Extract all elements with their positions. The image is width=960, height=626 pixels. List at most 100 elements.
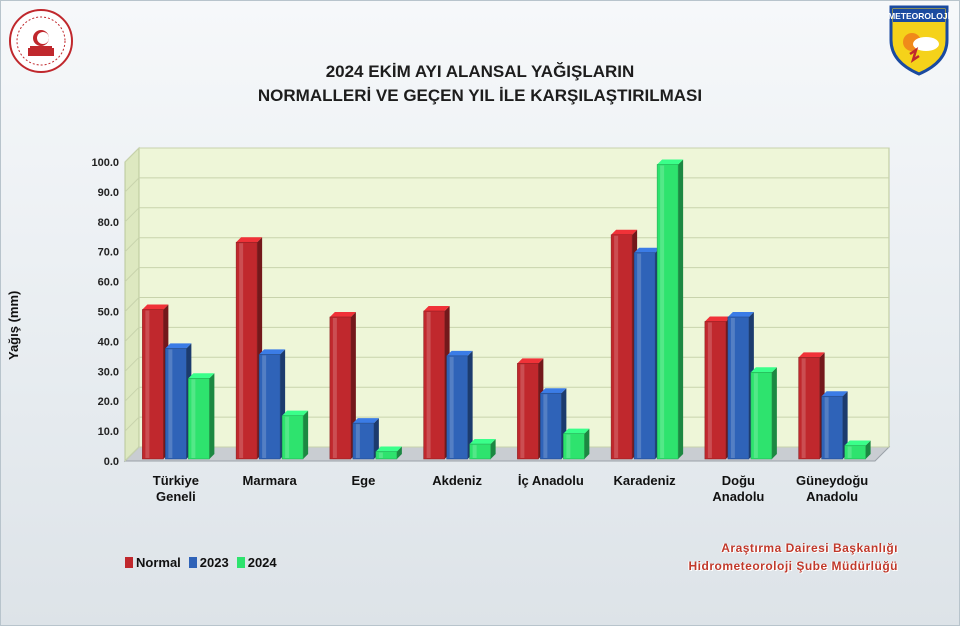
bar — [750, 367, 777, 460]
bar-highlight — [753, 373, 758, 458]
y-tick-label: 50.0 — [98, 307, 119, 319]
bar-front — [352, 422, 375, 460]
bar-top — [563, 428, 590, 434]
bar-top — [727, 311, 754, 317]
bar-side — [467, 350, 473, 459]
bar-front — [517, 363, 539, 460]
x-category-label: Akdeniz — [432, 473, 482, 488]
bar — [352, 418, 379, 460]
bar-front — [704, 321, 727, 460]
bar — [821, 391, 848, 460]
legend-item-2024: 2024 — [236, 555, 277, 570]
bar-side — [771, 367, 777, 459]
legend-swatch-2023 — [188, 557, 197, 568]
legend-label-2024: 2024 — [247, 555, 277, 570]
bar-top — [657, 159, 684, 165]
bar-highlight — [426, 311, 431, 458]
legend-label-2023: 2023 — [199, 555, 229, 570]
y-tick-label: 20.0 — [98, 396, 119, 408]
gridline-side — [124, 386, 140, 402]
bar-highlight — [191, 379, 196, 458]
bar — [610, 229, 638, 460]
bar-front — [844, 445, 866, 460]
bar-front — [165, 348, 187, 460]
bar — [281, 410, 309, 460]
bar — [540, 388, 567, 460]
bar-top — [236, 237, 263, 243]
bar-front — [563, 433, 585, 460]
bar-top — [446, 350, 473, 356]
bar — [329, 311, 356, 460]
x-category-label: Geneli — [156, 489, 196, 504]
gridline-side — [124, 147, 140, 163]
x-category-label: Marmara — [243, 473, 298, 488]
legend-item-normal: Normal — [125, 555, 181, 570]
bar-top — [188, 373, 215, 379]
bar-side — [490, 439, 496, 459]
y-tick-label: 60.0 — [98, 277, 119, 289]
bar — [423, 305, 450, 460]
gridline-side — [124, 267, 140, 282]
bar-top — [329, 311, 356, 317]
bar-highlight — [824, 397, 829, 458]
bar-top — [750, 367, 777, 373]
bar-side — [678, 159, 684, 460]
gridline-side — [124, 297, 140, 312]
bar-highlight — [145, 310, 150, 458]
x-category-label: Ege — [351, 473, 375, 488]
bar-highlight — [378, 452, 383, 458]
bar-front — [142, 309, 164, 460]
bar-front — [469, 443, 491, 460]
bar-front — [540, 392, 562, 460]
y-tick-label: 90.0 — [98, 187, 119, 199]
bar-top — [469, 439, 496, 445]
bar — [656, 159, 684, 460]
bar-highlight — [332, 317, 337, 458]
legend-item-2023: 2023 — [188, 555, 229, 570]
chart-legend: Normal 2023 2024 — [125, 555, 279, 570]
legend-swatch-normal — [125, 557, 133, 568]
gridline-side — [124, 207, 140, 223]
bar-highlight — [730, 317, 735, 458]
bar — [446, 350, 473, 460]
bar-front — [798, 357, 820, 460]
bar — [517, 358, 544, 460]
bar-top — [517, 358, 544, 364]
credit-branch: Hidrometeoroloji Şube Müdürlüğü — [688, 559, 898, 573]
bar-highlight — [262, 355, 267, 458]
bar-top — [844, 440, 871, 446]
bar-top — [423, 305, 450, 311]
bar-front — [329, 316, 352, 460]
chart-title-line1: 2024 EKİM AYI ALANSAL YAĞIŞLARIN — [325, 62, 635, 81]
x-category-label: Güneydoğu — [796, 473, 868, 488]
logo-text: METEOROLOJİ — [888, 11, 950, 21]
bar-side — [842, 391, 848, 459]
bar-front — [656, 164, 679, 460]
bar-side — [373, 418, 379, 459]
bar — [142, 304, 169, 460]
y-tick-label: 10.0 — [98, 426, 119, 438]
bar — [563, 428, 590, 460]
bar-highlight — [355, 424, 360, 458]
gridline-side — [124, 177, 140, 193]
bar — [375, 446, 402, 460]
bar-front — [750, 372, 773, 460]
bar-side — [584, 428, 590, 459]
bar — [633, 247, 661, 460]
x-category-label: Türkiye — [153, 473, 199, 488]
gridline-side — [124, 237, 140, 253]
bar-highlight — [472, 445, 477, 458]
x-category-label: Doğu — [722, 473, 755, 488]
bar — [188, 373, 215, 460]
bar-highlight — [847, 446, 852, 458]
bar-top — [352, 418, 379, 424]
bar-top — [540, 388, 567, 394]
gridline-side — [124, 327, 140, 342]
x-category-label: Anadolu — [712, 489, 764, 504]
bar-side — [396, 446, 402, 459]
bar-top — [282, 410, 309, 416]
x-category-label: Anadolu — [806, 489, 858, 504]
bar-front — [258, 354, 281, 460]
credit-department: Araştırma Dairesi Başkanlığı — [721, 541, 898, 555]
